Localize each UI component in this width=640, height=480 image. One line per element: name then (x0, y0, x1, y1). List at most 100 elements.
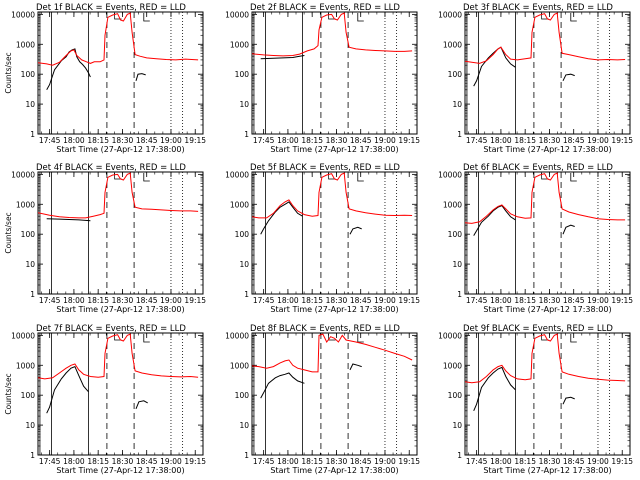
y-tick-label: 1 (457, 290, 462, 299)
y-tick-label: 1000 (16, 200, 35, 209)
events-series-line (473, 366, 575, 412)
x-tick-label: 18:30 (539, 296, 561, 305)
x-tick-label: 18:30 (326, 136, 348, 145)
x-tick-label: 18:15 (87, 296, 109, 305)
chart-panel-6: Det 6f BLACK = Events, RED = LLD 1 10 100 10… (438, 163, 633, 314)
x-tick-label: 18:30 (112, 457, 134, 466)
x-tick-label: 18:45 (350, 136, 372, 145)
y-tick-label: 10 (452, 421, 462, 430)
y-tick-label: 10000 (438, 10, 462, 19)
x-tick-label: 18:00 (63, 136, 85, 145)
chart-panel-4: Det 4f BLACK = Events, RED = LLD 1 10 100 10… (4, 163, 206, 314)
bracket-marker (143, 13, 150, 22)
x-tick-label: 18:15 (301, 296, 323, 305)
x-axis-label: Start Time (27-Apr-12 17:38:00) (483, 145, 611, 154)
x-tick-label: 19:00 (587, 296, 609, 305)
bracket-marker (357, 13, 364, 22)
x-axis-label: Start Time (27-Apr-12 17:38:00) (56, 145, 184, 154)
y-tick-label: 1 (30, 451, 35, 460)
y-tick-label: 10000 (11, 331, 35, 340)
y-tick-label: 100 (21, 230, 36, 239)
y-axis-label: Counts/sec (4, 212, 13, 253)
lld-series-line (38, 12, 199, 66)
y-tick-label: 100 (235, 230, 250, 239)
events-series-line (260, 201, 362, 235)
plot-frame (464, 332, 631, 456)
panel-title: Det 7f BLACK = Events, RED = LLD (36, 324, 186, 334)
y-tick-label: 10 (452, 100, 462, 109)
chart-panel-2: Det 2f BLACK = Events, RED = LLD 1 10 100 10… (225, 3, 420, 154)
panel-title: Det 8f BLACK = Events, RED = LLD (250, 324, 400, 334)
panel-title: Det 6f BLACK = Events, RED = LLD (463, 163, 613, 173)
y-tick-label: 100 (235, 70, 250, 79)
y-tick-label: 1000 (230, 40, 249, 49)
y-tick-label: 1000 (443, 40, 462, 49)
bracket-marker (143, 334, 150, 343)
y-tick-label: 10 (25, 260, 35, 269)
x-tick-label: 17:45 (253, 136, 275, 145)
x-axis-label: Start Time (27-Apr-12 17:38:00) (270, 145, 398, 154)
x-tick-label: 18:15 (514, 296, 536, 305)
chart-panel-9: Det 9f BLACK = Events, RED = LLD 1 10 100 10… (438, 324, 633, 475)
plot-frame (37, 11, 204, 135)
plot-frame (251, 11, 418, 135)
x-tick-label: 18:30 (539, 457, 561, 466)
x-tick-label: 18:45 (563, 457, 585, 466)
y-tick-label: 10 (25, 100, 35, 109)
y-tick-label: 1 (244, 290, 249, 299)
lld-series-line (465, 172, 626, 224)
y-tick-label: 1000 (443, 200, 462, 209)
x-tick-label: 18:00 (277, 457, 299, 466)
x-tick-label: 17:45 (39, 136, 61, 145)
y-axis-label: Counts/sec (4, 373, 13, 414)
x-tick-label: 19:15 (398, 296, 420, 305)
x-tick-label: 18:45 (563, 296, 585, 305)
events-series-line (260, 363, 362, 399)
x-axis-label: Start Time (27-Apr-12 17:38:00) (56, 466, 184, 475)
events-series-line (46, 48, 146, 91)
y-tick-label: 10000 (225, 170, 249, 179)
y-tick-label: 1 (457, 451, 462, 460)
x-tick-label: 18:45 (350, 296, 372, 305)
y-tick-label: 1 (244, 451, 249, 460)
lld-series-line (38, 172, 199, 219)
x-tick-label: 18:00 (490, 296, 512, 305)
y-tick-label: 1 (30, 290, 35, 299)
x-tick-label: 18:45 (136, 457, 158, 466)
x-tick-label: 18:15 (514, 136, 536, 145)
chart-panel-1: Det 1f BLACK = Events, RED = LLD 1 10 100 10… (4, 3, 206, 154)
y-tick-label: 1000 (16, 40, 35, 49)
events-series-line (46, 218, 91, 222)
x-tick-label: 18:45 (563, 136, 585, 145)
x-tick-label: 19:00 (587, 457, 609, 466)
y-tick-label: 1000 (443, 361, 462, 370)
lld-series-line (252, 12, 413, 57)
x-tick-label: 19:15 (611, 457, 633, 466)
chart-panel-5: Det 5f BLACK = Events, RED = LLD 1 10 100 10… (225, 163, 420, 314)
lld-series-line (252, 333, 413, 373)
y-tick-label: 1 (244, 130, 249, 139)
x-tick-label: 19:00 (160, 136, 182, 145)
bracket-marker (143, 173, 150, 182)
x-tick-label: 18:30 (326, 296, 348, 305)
panel-title: Det 5f BLACK = Events, RED = LLD (250, 163, 400, 173)
y-tick-label: 10000 (225, 331, 249, 340)
x-tick-label: 19:00 (587, 136, 609, 145)
y-tick-label: 1 (30, 130, 35, 139)
x-tick-label: 17:45 (39, 457, 61, 466)
plot-frame (251, 332, 418, 456)
x-tick-label: 19:15 (398, 136, 420, 145)
plot-frame (464, 11, 631, 135)
y-tick-label: 10 (452, 260, 462, 269)
y-tick-label: 100 (21, 391, 36, 400)
x-tick-label: 19:15 (611, 136, 633, 145)
x-tick-label: 18:15 (87, 457, 109, 466)
y-tick-label: 100 (448, 230, 463, 239)
x-tick-label: 19:00 (160, 457, 182, 466)
panel-title: Det 3f BLACK = Events, RED = LLD (463, 3, 613, 13)
y-tick-label: 100 (448, 70, 463, 79)
y-tick-label: 10 (25, 421, 35, 430)
bracket-marker (570, 334, 577, 343)
y-tick-label: 100 (21, 70, 36, 79)
